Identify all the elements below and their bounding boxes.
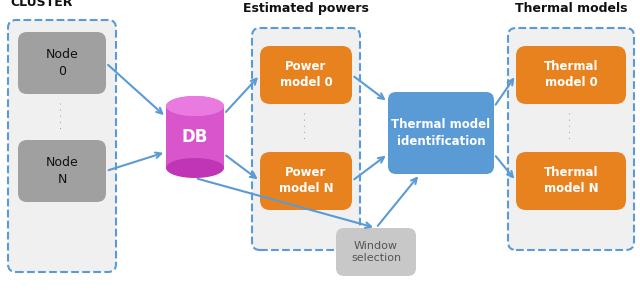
FancyBboxPatch shape xyxy=(388,92,494,174)
Text: Thermal models: Thermal models xyxy=(515,2,627,15)
Text: Thermal model
identification: Thermal model identification xyxy=(392,118,491,148)
Text: Node
N: Node N xyxy=(45,156,78,186)
FancyBboxPatch shape xyxy=(18,32,106,94)
Text: CLUSTER: CLUSTER xyxy=(10,0,72,9)
Text: · · · · ·: · · · · · xyxy=(301,111,311,139)
Bar xyxy=(166,106,224,168)
FancyBboxPatch shape xyxy=(252,28,360,250)
Text: Window
selection: Window selection xyxy=(351,241,401,263)
FancyBboxPatch shape xyxy=(8,20,116,272)
Ellipse shape xyxy=(166,96,224,116)
Text: DB: DB xyxy=(182,128,208,146)
Ellipse shape xyxy=(166,158,224,178)
Ellipse shape xyxy=(166,96,224,116)
Text: Estimated powers: Estimated powers xyxy=(243,2,369,15)
FancyBboxPatch shape xyxy=(516,152,626,210)
Text: · · · · ·: · · · · · xyxy=(57,101,67,129)
FancyBboxPatch shape xyxy=(516,46,626,104)
Text: Node
0: Node 0 xyxy=(45,48,78,78)
Text: Thermal
model N: Thermal model N xyxy=(544,166,598,196)
FancyBboxPatch shape xyxy=(260,46,352,104)
FancyBboxPatch shape xyxy=(260,152,352,210)
Text: · · · · ·: · · · · · xyxy=(566,111,576,139)
FancyBboxPatch shape xyxy=(18,140,106,202)
Text: Power
model N: Power model N xyxy=(278,166,333,196)
FancyBboxPatch shape xyxy=(508,28,634,250)
FancyBboxPatch shape xyxy=(336,228,416,276)
Text: Thermal
model 0: Thermal model 0 xyxy=(544,60,598,90)
Text: Power
model 0: Power model 0 xyxy=(280,60,332,90)
